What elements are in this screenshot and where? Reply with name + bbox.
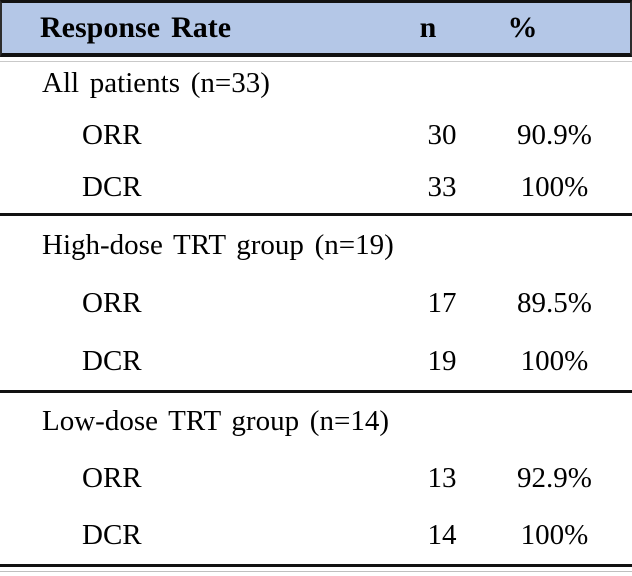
section-title-row: Low-dose TRT group (n=14) bbox=[0, 393, 632, 450]
cell-label: ORR bbox=[82, 286, 142, 319]
cell-percent: 90.9% bbox=[517, 118, 592, 151]
cell-n: 33 bbox=[427, 170, 457, 203]
table-row-dcr: DCR 19 100% bbox=[0, 332, 632, 390]
section-title: All patients (n=33) bbox=[42, 66, 270, 99]
bottom-rule-hairline bbox=[0, 571, 632, 572]
header-cell-response-rate: Response Rate bbox=[40, 11, 232, 44]
table-row-dcr: DCR 33 100% bbox=[0, 161, 632, 213]
cell-label: ORR bbox=[82, 462, 142, 494]
header-cell-n: n bbox=[419, 11, 437, 44]
cell-percent: 100% bbox=[520, 519, 589, 551]
cell-n: 19 bbox=[427, 344, 457, 377]
cell-n: 17 bbox=[427, 286, 457, 319]
cell-percent: 89.5% bbox=[517, 286, 592, 319]
section-title-row: All patients (n=33) bbox=[0, 57, 632, 109]
cell-percent: 92.9% bbox=[517, 462, 592, 494]
cell-n: 13 bbox=[427, 462, 457, 494]
cell-percent: 100% bbox=[520, 170, 589, 203]
cell-label: DCR bbox=[82, 170, 142, 203]
table-row-orr: ORR 17 89.5% bbox=[0, 274, 632, 332]
table-row-orr: ORR 13 92.9% bbox=[0, 450, 632, 507]
header-cell-percent: % bbox=[507, 11, 538, 44]
section-low-dose-trt: Low-dose TRT group (n=14) ORR 13 92.9% D… bbox=[0, 393, 632, 567]
section-all-patients: All patients (n=33) ORR 30 90.9% DCR 33 … bbox=[0, 57, 632, 216]
section-title: High-dose TRT group (n=19) bbox=[42, 228, 394, 261]
cell-label: ORR bbox=[82, 118, 142, 151]
cell-label: DCR bbox=[82, 519, 142, 551]
table-header-row: Response Rate n % bbox=[0, 0, 632, 57]
cell-percent: 100% bbox=[520, 344, 589, 377]
cell-n: 30 bbox=[427, 118, 457, 151]
cell-label: DCR bbox=[82, 344, 142, 377]
section-title: Low-dose TRT group (n=14) bbox=[42, 405, 389, 437]
cell-n: 14 bbox=[427, 519, 457, 551]
section-title-row: High-dose TRT group (n=19) bbox=[0, 216, 632, 274]
table-row-orr: ORR 30 90.9% bbox=[0, 109, 632, 161]
header-rule-hairline bbox=[0, 61, 632, 62]
section-high-dose-trt: High-dose TRT group (n=19) ORR 17 89.5% … bbox=[0, 216, 632, 393]
table-row-dcr: DCR 14 100% bbox=[0, 507, 632, 564]
